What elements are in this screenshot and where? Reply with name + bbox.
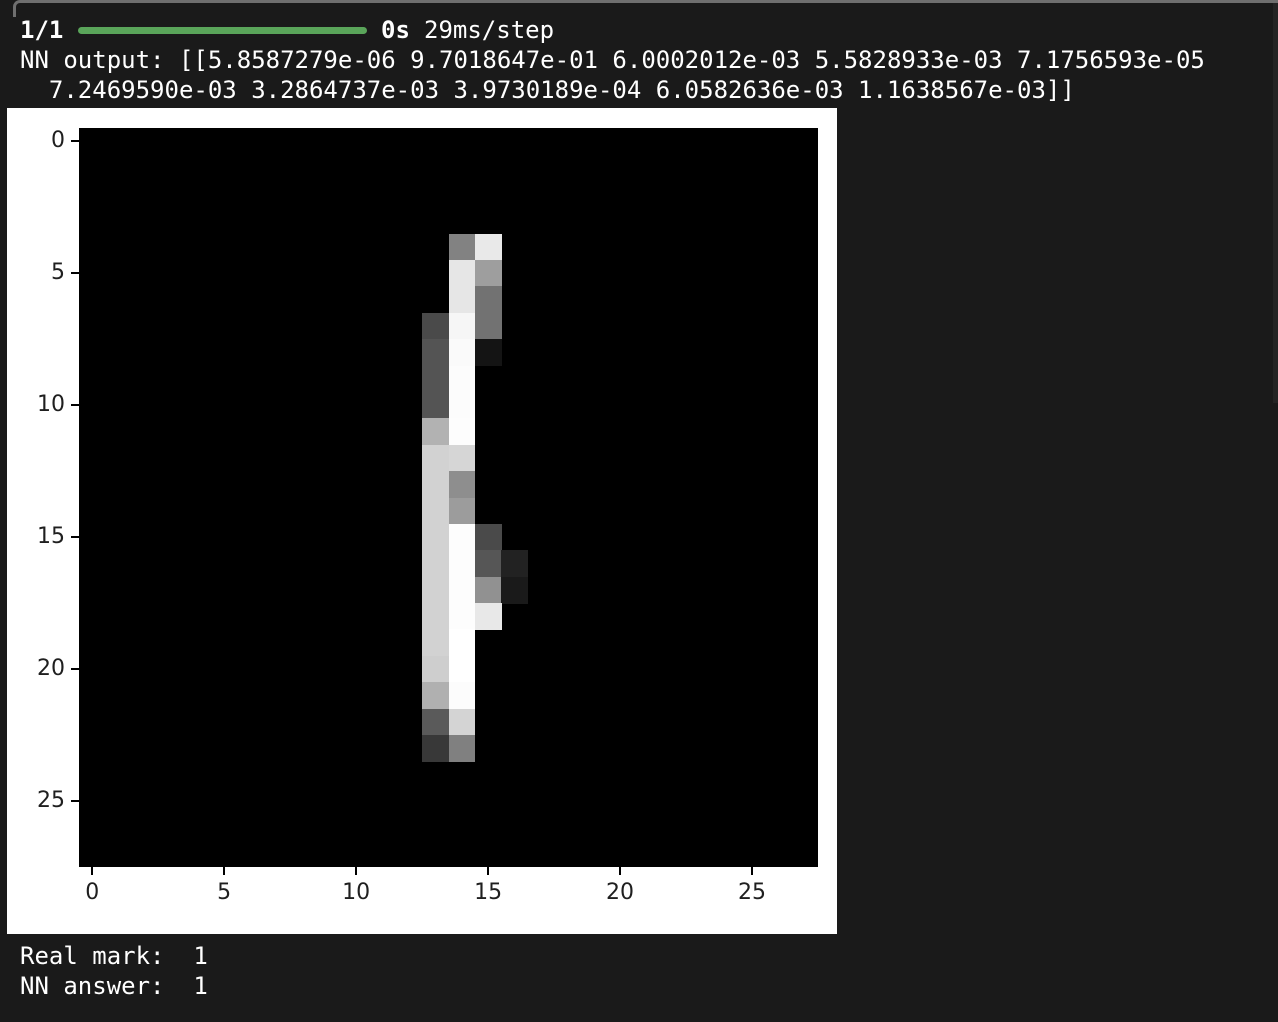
x-tick-mark: [751, 867, 754, 875]
x-tick-mark: [355, 867, 358, 875]
y-tick-label: 10: [37, 392, 65, 418]
digit-pixel: [422, 418, 449, 446]
digit-pixel: [422, 682, 449, 710]
progress-step-counter: 1/1: [20, 16, 64, 44]
digit-pixel: [474, 312, 502, 340]
digit-pixel: [448, 682, 476, 710]
digit-image: [79, 128, 818, 867]
digit-pixel: [422, 365, 449, 393]
y-tick-label: 25: [37, 788, 65, 814]
digit-pixel: [422, 550, 449, 578]
digit-pixel: [448, 286, 476, 314]
digit-pixel: [422, 497, 449, 525]
digit-pixel: [422, 735, 449, 762]
y-tick-mark: [71, 536, 79, 539]
x-tick-label: 20: [606, 880, 635, 905]
nn-answer-line: NN answer: 1: [20, 972, 208, 1000]
digit-pixel: [474, 233, 502, 261]
nn-output-line-1: NN output: [[5.8587279e-06 9.7018647e-01…: [20, 46, 1205, 74]
digit-pixel: [501, 550, 529, 578]
digit-pixel: [448, 312, 476, 340]
digit-pixel: [448, 418, 476, 446]
digit-pixel: [474, 523, 502, 551]
digit-pixel: [448, 444, 476, 472]
digit-pixel: [422, 708, 449, 736]
digit-pixel: [448, 708, 476, 736]
digit-pixel: [474, 576, 502, 604]
digit-pixel: [448, 603, 476, 630]
y-tick-mark: [71, 404, 79, 407]
progress-bar: [78, 27, 367, 34]
digit-pixel: [422, 391, 449, 419]
digit-pixel: [422, 523, 449, 551]
digit-pixel: [422, 444, 449, 472]
x-tick-label: 10: [342, 880, 371, 905]
x-tick-label: 0: [85, 880, 100, 905]
scrollbar-track[interactable]: [1273, 3, 1278, 403]
cell-border-top: [13, 0, 1278, 17]
digit-pixel: [474, 286, 502, 314]
y-tick-label: 20: [37, 656, 65, 682]
digit-pixel: [448, 497, 476, 525]
y-tick-mark: [71, 272, 79, 275]
digit-pixel: [422, 576, 449, 604]
digit-pixel: [448, 233, 476, 261]
nn-output-line-2: 7.2469590e-03 3.2864737e-03 3.9730189e-0…: [20, 76, 1075, 104]
digit-pixel: [474, 339, 502, 367]
digit-pixel: [448, 471, 476, 498]
digit-pixel: [448, 655, 476, 683]
x-tick-label: 15: [474, 880, 503, 905]
digit-pixel: [422, 312, 449, 340]
y-tick-mark: [71, 140, 79, 143]
digit-pixel: [422, 471, 449, 498]
matplotlib-figure: 0 5 10 15 20 25 0 5 10 15 20 25: [7, 108, 837, 934]
digit-pixel: [448, 629, 476, 657]
digit-pixel: [448, 391, 476, 419]
digit-pixel: [474, 603, 502, 630]
digit-pixel: [448, 576, 476, 604]
digit-pixel: [448, 259, 476, 287]
progress-duration: 0s: [381, 16, 410, 44]
y-tick-label: 15: [37, 524, 65, 550]
x-tick-label: 25: [738, 880, 767, 905]
digit-pixel: [448, 550, 476, 578]
digit-pixel: [448, 735, 476, 762]
progress-step-rate: 29ms/step: [424, 16, 555, 44]
digit-pixel: [474, 259, 502, 287]
real-mark-line: Real mark: 1: [20, 942, 208, 970]
digit-pixel: [422, 339, 449, 367]
digit-pixel: [422, 603, 449, 630]
x-tick-mark: [619, 867, 622, 875]
y-tick-mark: [71, 800, 79, 803]
x-tick-mark: [223, 867, 226, 875]
x-tick-mark: [487, 867, 490, 875]
y-tick-mark: [71, 668, 79, 671]
digit-pixel: [422, 655, 449, 683]
digit-pixel: [448, 523, 476, 551]
digit-pixel: [448, 365, 476, 393]
digit-pixel: [474, 550, 502, 578]
digit-pixel: [501, 576, 529, 604]
x-tick-mark: [91, 867, 94, 875]
y-tick-label: 5: [51, 260, 65, 286]
digit-pixel: [422, 629, 449, 657]
x-tick-label: 5: [217, 880, 232, 905]
y-tick-label: 0: [51, 128, 65, 154]
digit-pixel: [448, 339, 476, 367]
